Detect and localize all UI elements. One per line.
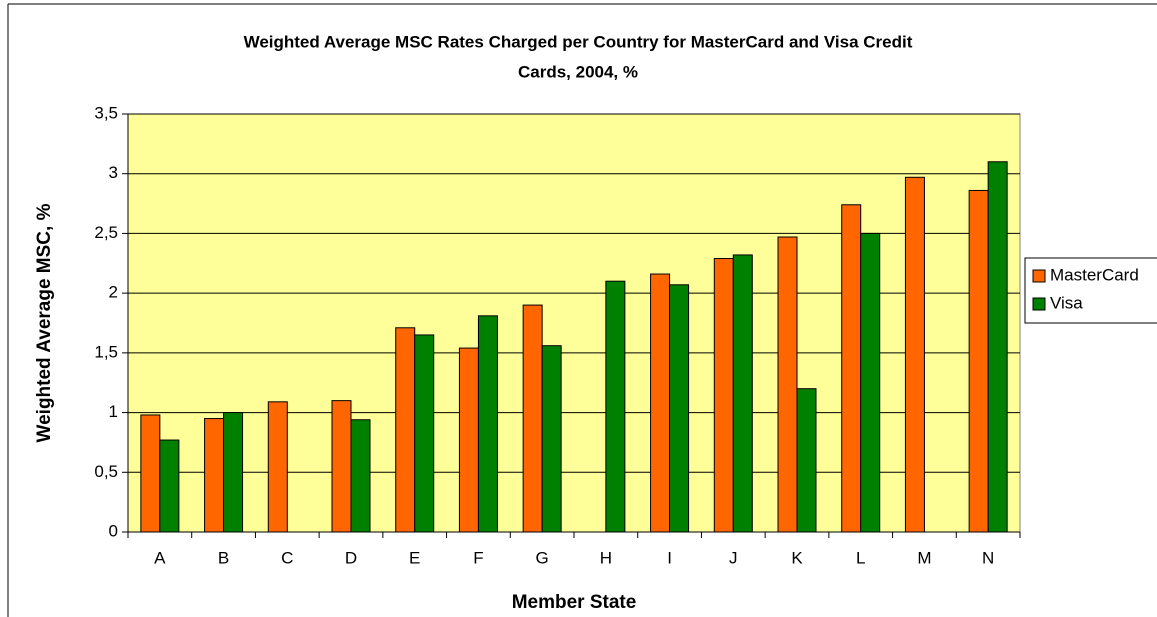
legend-box: [1024, 257, 1157, 324]
bar: [522, 304, 543, 533]
plot-area: [127, 113, 1021, 533]
legend-swatch: [1032, 269, 1046, 283]
x-tick-label: D: [345, 548, 357, 567]
bar: [605, 280, 626, 533]
bar: [796, 388, 817, 533]
bar: [267, 401, 288, 533]
x-tick-label: E: [409, 548, 420, 567]
bar: [350, 419, 371, 533]
legend-label: Visa: [1050, 293, 1083, 312]
x-tick-label: A: [154, 548, 166, 567]
bar: [414, 334, 435, 533]
bar: [987, 161, 1008, 533]
x-tick-label: M: [917, 548, 931, 567]
y-tick-label: 2,5: [94, 223, 118, 242]
bar: [650, 273, 671, 533]
bar: [159, 439, 180, 533]
chart-title: Weighted Average MSC Rates Charged per C…: [244, 32, 913, 51]
legend-swatch: [1032, 297, 1046, 311]
y-axis-label: Weighted Average MSC, %: [34, 203, 55, 442]
bar: [477, 315, 498, 533]
x-tick-label: N: [982, 548, 994, 567]
bar: [904, 176, 925, 533]
x-tick-label: I: [667, 548, 672, 567]
bar: [968, 189, 989, 533]
x-tick-label: K: [791, 548, 803, 567]
y-tick-label: 2: [109, 283, 118, 302]
bar: [140, 414, 161, 533]
bar: [713, 258, 734, 533]
bar: [204, 418, 225, 533]
y-tick-label: 1: [109, 402, 118, 421]
bar: [841, 204, 862, 533]
x-tick-label: F: [473, 548, 483, 567]
bar: [223, 412, 244, 533]
bar: [395, 327, 416, 533]
x-tick-label: C: [281, 548, 293, 567]
y-tick-label: 3,5: [94, 103, 118, 122]
y-tick-label: 0,5: [94, 462, 118, 481]
x-tick-label: H: [600, 548, 612, 567]
bar: [331, 400, 352, 533]
bar: [669, 284, 690, 533]
x-tick-label: G: [536, 548, 549, 567]
bar: [458, 347, 479, 533]
y-tick-label: 1,5: [94, 342, 118, 361]
x-tick-label: J: [729, 548, 738, 567]
chart-title: Cards, 2004, %: [518, 62, 638, 81]
bar: [541, 345, 562, 533]
x-tick-label: L: [856, 548, 865, 567]
bar: [860, 232, 881, 533]
bar: [777, 236, 798, 533]
x-tick-label: B: [218, 548, 229, 567]
bar: [732, 254, 753, 533]
y-tick-label: 0: [109, 521, 118, 540]
x-axis-label: Member State: [512, 592, 637, 613]
legend-label: MasterCard: [1050, 265, 1139, 284]
y-tick-label: 3: [109, 163, 118, 182]
